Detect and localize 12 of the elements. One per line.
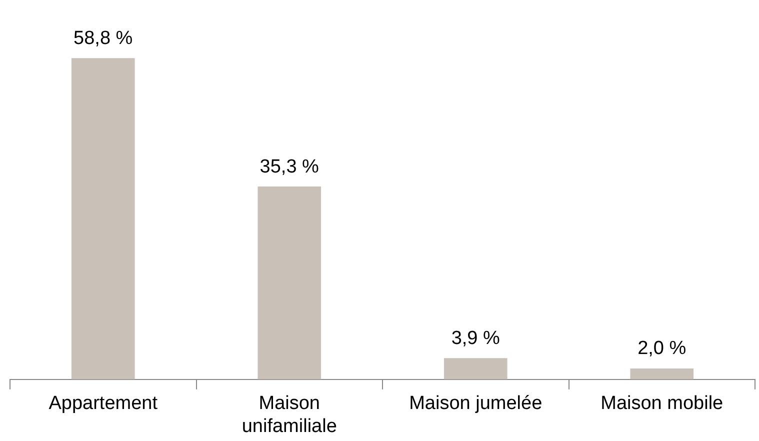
x-tick-label: Appartement — [48, 393, 158, 414]
bar — [258, 186, 322, 380]
data-label: 58,8 % — [74, 28, 133, 49]
bar — [444, 358, 508, 380]
data-label: 3,9 % — [451, 328, 500, 349]
x-tick-label: Maison jumelée — [409, 393, 542, 414]
bar — [630, 368, 694, 380]
x-tick-label: Maison mobile — [600, 393, 724, 414]
data-label: 35,3 % — [260, 156, 320, 178]
bar — [71, 58, 135, 380]
data-label: 2,0 % — [638, 338, 686, 360]
x-tick-label: Maison unifamiliale — [242, 393, 337, 437]
